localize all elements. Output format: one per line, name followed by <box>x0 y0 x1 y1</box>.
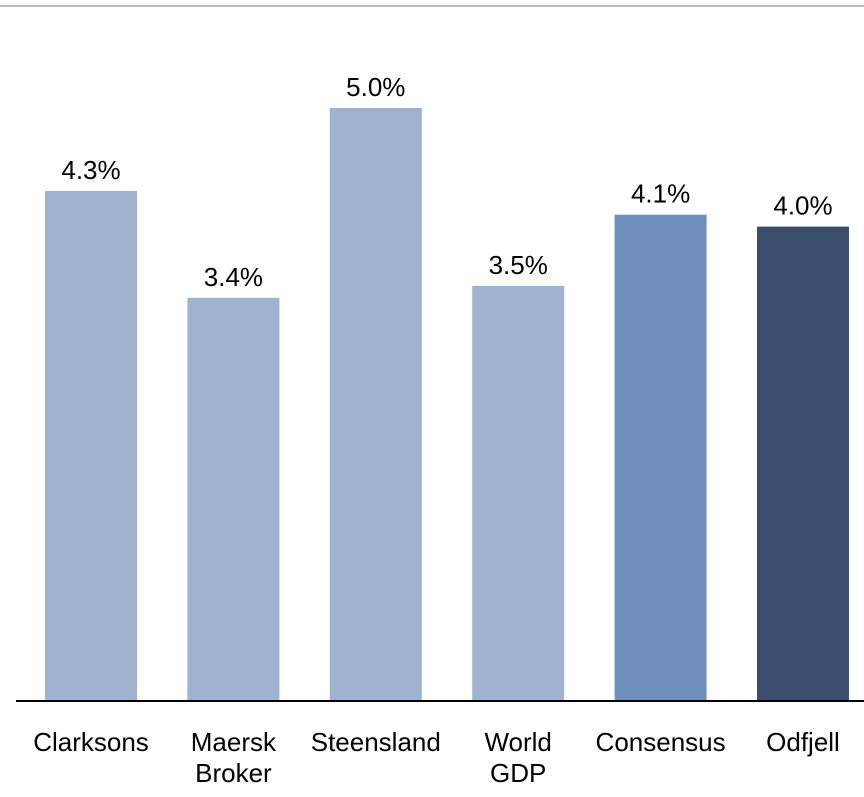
value-label-2: 5.0% <box>346 72 405 102</box>
category-label-2-line-0: Steensland <box>311 727 441 757</box>
bar-3 <box>472 285 565 701</box>
category-label-5-line-0: Odfjell <box>766 727 840 757</box>
value-label-3: 3.5% <box>489 250 548 280</box>
bars-group <box>45 108 849 701</box>
bar-5 <box>757 226 849 701</box>
bar-4 <box>614 214 707 701</box>
category-label-1-line-0: Maersk <box>191 727 277 757</box>
value-labels-group: 4.3% 3.4% 5.0% 3.5% 4.1% 4.0% <box>61 72 832 292</box>
value-label-4: 4.1% <box>631 179 690 209</box>
category-label-3-line-1: GDP <box>490 758 546 788</box>
bar-0 <box>45 191 137 701</box>
value-label-5: 4.0% <box>773 191 832 221</box>
category-label-4-line-0: Consensus <box>596 727 726 757</box>
category-label-0-line-0: Clarksons <box>33 727 149 757</box>
bar-1 <box>187 297 280 701</box>
bar-2 <box>329 108 422 701</box>
category-label-3-line-0: World <box>484 727 551 757</box>
value-label-0: 4.3% <box>61 155 120 185</box>
category-label-1-line-1: Broker <box>195 758 272 788</box>
value-label-1: 3.4% <box>204 262 263 292</box>
